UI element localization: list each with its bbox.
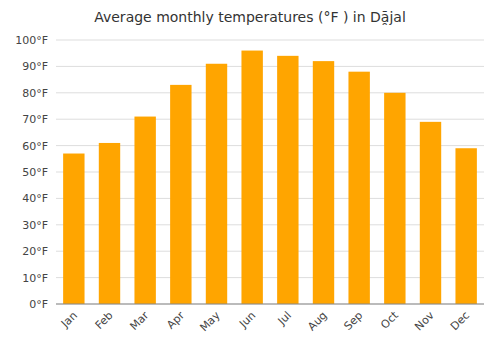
- bars: [63, 51, 477, 304]
- y-tick-label: 80°F: [22, 87, 48, 100]
- y-tick-label: 0°F: [29, 298, 48, 311]
- bar: [63, 154, 84, 304]
- grid-line: [56, 40, 484, 41]
- x-tick-label: Feb: [93, 309, 116, 332]
- x-tick-label: Jan: [58, 309, 80, 331]
- y-tick-label: 30°F: [22, 219, 48, 232]
- x-tick-label: Aug: [305, 309, 329, 333]
- bar: [134, 117, 155, 304]
- grid-line: [56, 304, 484, 305]
- grid-line: [56, 119, 484, 120]
- y-tick-label: 60°F: [22, 140, 48, 153]
- chart-container: Average monthly temperatures (°F ) in Dā…: [0, 0, 500, 350]
- bar: [420, 122, 441, 304]
- grid-line: [56, 66, 484, 67]
- bar: [455, 148, 476, 304]
- y-tick-label: 10°F: [22, 272, 48, 285]
- bar: [277, 56, 298, 304]
- x-tick-label: Mar: [127, 309, 151, 333]
- y-tick-label: 100°F: [15, 34, 48, 47]
- bar: [313, 61, 334, 304]
- bar: [384, 93, 405, 304]
- x-tick-label: Jul: [275, 309, 294, 328]
- x-tick-label: Apr: [164, 309, 187, 332]
- x-tick-label: Nov: [412, 309, 437, 334]
- x-tick-label: Dec: [448, 309, 472, 333]
- y-tick-label: 50°F: [22, 166, 48, 179]
- y-tick-label: 20°F: [22, 245, 48, 258]
- x-tick-label: Oct: [378, 308, 401, 331]
- chart-svg: Average monthly temperatures (°F ) in Dā…: [0, 0, 500, 350]
- x-tick-labels: Jan Feb Mar Apr May Jun Jul Aug Sep Oct Nov Dec: [58, 308, 472, 334]
- y-tick-labels: 0°F 10°F 20°F 30°F 40°F 50°F 60°F 70°F 80°F 90°F 1…: [15, 34, 48, 311]
- bar: [170, 85, 191, 304]
- x-axis-line: [56, 304, 484, 305]
- x-tick-label: Jun: [236, 309, 258, 331]
- page: {"chart_data": {"type": "bar", "title": …: [0, 0, 500, 350]
- bar: [99, 143, 120, 304]
- bar: [348, 72, 369, 304]
- y-tick-label: 40°F: [22, 192, 48, 205]
- bar: [241, 51, 262, 304]
- x-tick-label: Sep: [341, 309, 365, 333]
- title: Average monthly temperatures (°F ) in Dā…: [94, 9, 406, 25]
- x-tick-label: May: [197, 309, 223, 335]
- y-grid: [56, 40, 484, 304]
- grid-line: [56, 92, 484, 93]
- bar: [206, 64, 227, 304]
- y-tick-label: 90°F: [22, 60, 48, 73]
- y-tick-label: 70°F: [22, 113, 48, 126]
